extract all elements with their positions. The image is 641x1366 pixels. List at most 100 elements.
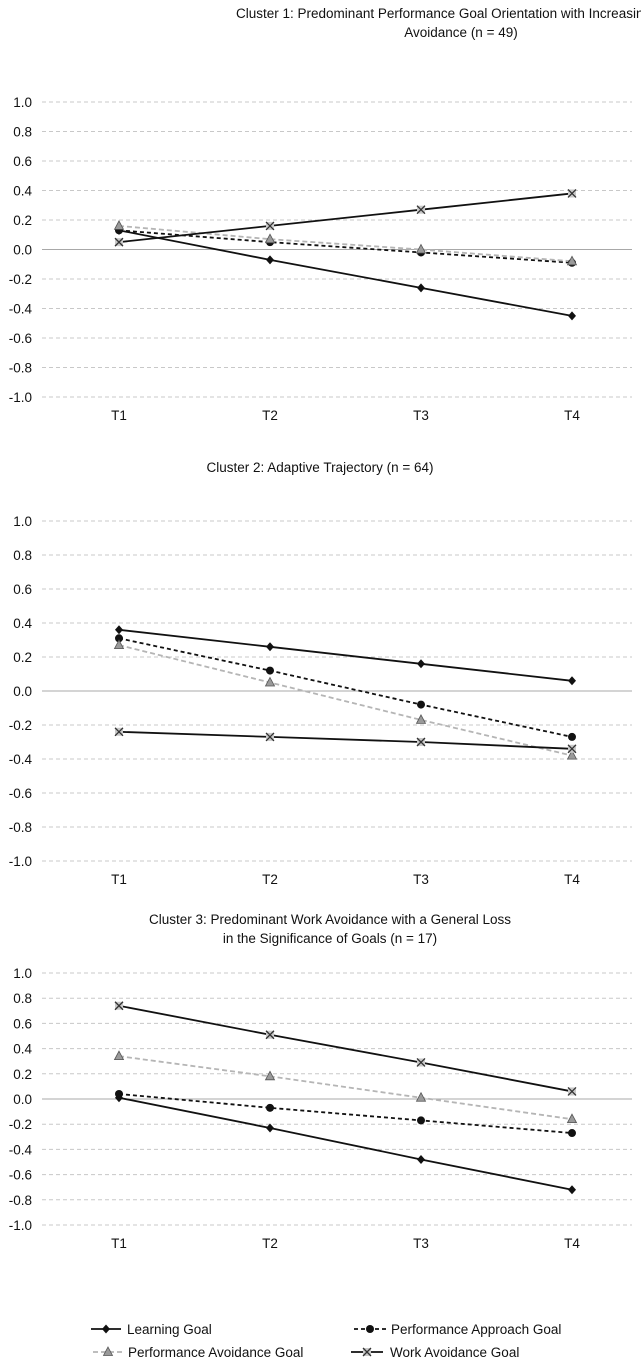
point-performance-avoidance-goal xyxy=(264,676,276,687)
legend-marker xyxy=(102,1324,110,1334)
point-work-avoidance-goal xyxy=(416,1058,426,1067)
x-tick-label: T2 xyxy=(262,872,278,887)
point-learning-goal xyxy=(266,1123,274,1133)
chart-3-title-line: in the Significance of Goals (n = 17) xyxy=(223,931,437,946)
point-performance-avoidance-goal xyxy=(566,255,578,266)
chart-1-title-line: Avoidance (n = 49) xyxy=(404,25,517,40)
point-learning-goal xyxy=(568,311,576,321)
point-learning-goal xyxy=(568,676,576,686)
point-learning-goal xyxy=(417,283,425,293)
legend-item: Performance Avoidance Goal xyxy=(93,1345,303,1360)
y-tick-label: -0.8 xyxy=(9,820,32,835)
y-tick-label: 0.4 xyxy=(13,1042,32,1057)
y-tick-label: 0.0 xyxy=(13,1092,32,1107)
point-work-avoidance-goal xyxy=(265,221,275,231)
y-tick-label: -0.4 xyxy=(9,752,33,767)
legend-marker xyxy=(366,1325,374,1333)
point-learning-goal xyxy=(115,625,123,635)
point-performance-approach-goal xyxy=(417,700,425,709)
point-performance-avoidance-goal xyxy=(264,1070,276,1081)
y-tick-label: -0.8 xyxy=(9,1193,32,1208)
legend-item: Performance Approach Goal xyxy=(354,1322,561,1337)
y-tick-label: 1.0 xyxy=(13,95,32,110)
y-tick-label: -0.8 xyxy=(9,361,32,376)
point-work-avoidance-goal xyxy=(114,237,124,247)
y-tick-label: -0.6 xyxy=(9,331,32,346)
y-tick-label: -0.2 xyxy=(9,272,32,287)
legend-label: Performance Avoidance Goal xyxy=(128,1345,303,1360)
legend-label: Work Avoidance Goal xyxy=(390,1345,519,1360)
point-work-avoidance-goal xyxy=(567,744,577,754)
series-line-learning-goal xyxy=(118,628,573,682)
point-performance-avoidance-goal xyxy=(415,714,427,724)
legend-marker xyxy=(362,1347,372,1357)
y-tick-label: 0.4 xyxy=(13,184,32,199)
y-tick-label: -0.4 xyxy=(9,1142,33,1157)
legend-item: Work Avoidance Goal xyxy=(351,1345,519,1360)
series-line-learning-goal xyxy=(118,229,573,317)
series-line-performance-avoidance-goal xyxy=(118,644,573,757)
series-line-performance-approach-goal xyxy=(118,1093,573,1134)
point-learning-goal xyxy=(568,1185,576,1195)
y-tick-label: -0.6 xyxy=(9,1168,32,1183)
legend: Learning Goal Performance Approach Goal Pe… xyxy=(91,1322,561,1360)
x-tick-label: T1 xyxy=(111,872,127,887)
y-tick-label: -0.2 xyxy=(9,1117,32,1132)
chart-3-title-line: Cluster 3: Predominant Work Avoidance wi… xyxy=(149,912,511,927)
y-tick-label: 1.0 xyxy=(13,966,32,981)
x-tick-label: T3 xyxy=(413,408,429,423)
y-tick-label: 0.2 xyxy=(13,213,32,228)
point-performance-approach-goal xyxy=(266,1103,274,1112)
point-work-avoidance-goal xyxy=(416,205,426,215)
point-performance-approach-goal xyxy=(417,1116,425,1125)
y-tick-label: 0.6 xyxy=(13,582,32,597)
point-performance-approach-goal xyxy=(568,732,576,741)
y-tick-label: 0.6 xyxy=(13,154,32,169)
y-tick-label: 0.0 xyxy=(13,243,32,258)
point-performance-avoidance-goal xyxy=(113,639,125,649)
legend-label: Performance Approach Goal xyxy=(391,1322,561,1337)
y-tick-label: 0.2 xyxy=(13,1067,32,1082)
y-tick-label: 0.8 xyxy=(13,548,32,563)
point-performance-avoidance-goal xyxy=(264,233,276,244)
series-line-work-avoidance-goal xyxy=(118,730,573,750)
y-tick-label: 1.0 xyxy=(13,514,32,529)
x-tick-label: T1 xyxy=(111,408,127,423)
y-tick-label: 0.8 xyxy=(13,991,32,1006)
y-tick-label: -1.0 xyxy=(9,390,32,405)
point-performance-avoidance-goal xyxy=(113,220,125,230)
point-performance-avoidance-goal xyxy=(415,1091,427,1102)
x-tick-label: T2 xyxy=(262,408,278,423)
x-tick-label: T3 xyxy=(413,872,429,887)
point-performance-avoidance-goal xyxy=(415,243,427,254)
chart-2-title-line: Cluster 2: Adaptive Trajectory (n = 64) xyxy=(207,460,434,475)
y-tick-label: 0.6 xyxy=(13,1016,32,1031)
chart-1: Cluster 1: Predominant Performance Goal … xyxy=(9,6,641,423)
point-work-avoidance-goal xyxy=(114,727,124,737)
x-tick-label: T2 xyxy=(262,1236,278,1251)
point-learning-goal xyxy=(266,255,274,265)
x-tick-label: T1 xyxy=(111,1236,127,1251)
legend-item: Learning Goal xyxy=(91,1322,212,1337)
point-work-avoidance-goal xyxy=(416,737,426,747)
y-tick-label: -1.0 xyxy=(9,854,32,869)
x-tick-label: T4 xyxy=(564,408,580,423)
point-performance-avoidance-goal xyxy=(566,749,578,760)
series-line-work-avoidance-goal xyxy=(118,192,573,244)
series-line-learning-goal xyxy=(118,1096,573,1191)
point-work-avoidance-goal xyxy=(567,1086,577,1096)
point-performance-avoidance-goal xyxy=(566,1113,578,1124)
point-learning-goal xyxy=(417,659,425,669)
legend-marker xyxy=(102,1346,114,1356)
y-tick-label: -1.0 xyxy=(9,1218,32,1233)
y-tick-label: -0.6 xyxy=(9,786,32,801)
point-performance-approach-goal xyxy=(266,666,274,675)
chart-1-title-line: Cluster 1: Predominant Performance Goal … xyxy=(236,6,641,21)
legend-label: Learning Goal xyxy=(127,1322,212,1337)
chart-3: Cluster 3: Predominant Work Avoidance wi… xyxy=(9,912,632,1251)
point-performance-approach-goal xyxy=(115,1089,123,1098)
chart-2: Cluster 2: Adaptive Trajectory (n = 64) 1… xyxy=(9,460,632,887)
point-learning-goal xyxy=(417,1154,425,1164)
point-work-avoidance-goal xyxy=(567,188,577,198)
